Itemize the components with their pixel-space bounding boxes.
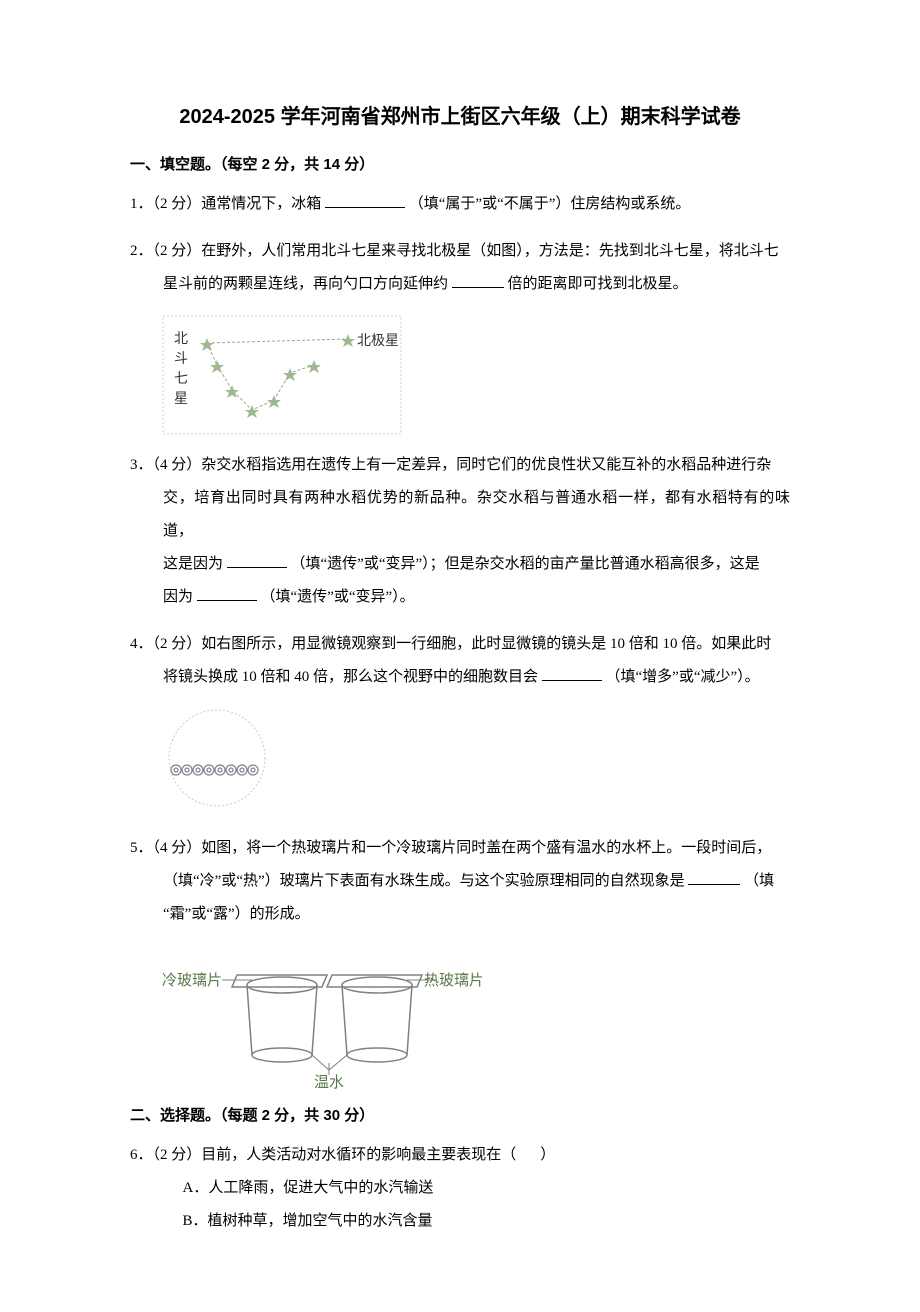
q5-text-d: “霜”或“露”）的形成。	[163, 906, 310, 922]
q3-text-f: （填“遗传”或“变异”）。	[261, 589, 415, 605]
blank	[452, 273, 504, 288]
svg-text:冷玻璃片: 冷玻璃片	[162, 972, 222, 989]
q6-end: ）	[540, 1147, 555, 1163]
question-3: 3．（4 分）杂交水稻指选用在遗传上有一定差异，同时它们的优良性状又能互补的水稻…	[130, 449, 790, 614]
option-a: A．人工降雨，促进大气中的水汽输送	[130, 1172, 790, 1205]
blank	[542, 666, 602, 681]
svg-text:热玻璃片: 热玻璃片	[424, 972, 482, 989]
question-6: 6．（2 分）目前，人类活动对水循环的影响最主要表现在（ ） A．人工降雨，促进…	[130, 1139, 790, 1238]
q2-text-a: 2．（2 分）在野外，人们常用北斗七星来寻找北极星（如图），方法是：先找到北斗七…	[130, 243, 779, 259]
blank	[197, 586, 257, 601]
svg-text:北: 北	[174, 331, 188, 347]
q5-text-b: （填“冷”或“热”）玻璃片下表面有水珠生成。与这个实验原理相同的自然现象是	[163, 873, 685, 889]
q4-text-c: （填“增多”或“减少”）。	[606, 669, 760, 685]
svg-text:温水: 温水	[314, 1074, 344, 1090]
question-4: 4．（2 分）如右图所示，用显微镜观察到一行细胞，此时显微镜的镜头是 10 倍和…	[130, 628, 790, 694]
svg-text:七: 七	[174, 371, 188, 387]
q5-text-a: 5．（4 分）如图，将一个热玻璃片和一个冷玻璃片同时盖在两个盛有温水的水杯上。一…	[130, 840, 771, 856]
blank	[325, 193, 405, 208]
q3-text-a: 3．（4 分）杂交水稻指选用在遗传上有一定差异，同时它们的优良性状又能互补的水稻…	[130, 457, 771, 473]
q6-text: 6．（2 分）目前，人类活动对水循环的影响最主要表现在（	[130, 1147, 516, 1163]
q3-text-b: 交，培育出同时具有两种水稻优势的新品种。杂交水稻与普通水稻一样，都有水稻特有的味…	[163, 490, 790, 539]
q4-text-b: 将镜头换成 10 倍和 40 倍，那么这个视野中的细胞数目会	[163, 669, 538, 685]
answer-paren	[516, 1147, 540, 1163]
q1-text-a: 1．（2 分）通常情况下，冰箱	[130, 196, 321, 212]
section-2-heading: 二、选择题。（每题 2 分，共 30 分）	[130, 1104, 790, 1125]
svg-text:斗: 斗	[174, 352, 188, 367]
q4-text-a: 4．（2 分）如右图所示，用显微镜观察到一行细胞，此时显微镜的镜头是 10 倍和…	[130, 636, 771, 652]
option-b: B．植树种草，增加空气中的水汽含量	[130, 1205, 790, 1238]
q2-text-b: 星斗前的两颗星连线，再向勺口方向延伸约	[163, 276, 448, 292]
figure-microscope-cells	[162, 708, 790, 818]
q5-text-c: （填	[744, 873, 774, 889]
q2-text-c: 倍的距离即可找到北极星。	[508, 276, 688, 292]
blank	[688, 870, 740, 885]
q3-text-d: （填“遗传”或“变异”）；但是杂交水稻的亩产量比普通水稻高很多，这是	[291, 556, 760, 572]
svg-text:星: 星	[174, 392, 188, 407]
figure-big-dipper: 北 斗 七 星 北极星	[162, 315, 790, 435]
blank	[227, 553, 287, 568]
q3-text-e: 因为	[163, 589, 193, 605]
section-1-heading: 一、填空题。（每空 2 分，共 14 分）	[130, 153, 790, 174]
q1-text-b: （填“属于”或“不属于”）住房结构或系统。	[409, 196, 691, 212]
q3-text-c: 这是因为	[163, 556, 223, 572]
question-2: 2．（2 分）在野外，人们常用北斗七星来寻找北极星（如图），方法是：先找到北斗七…	[130, 235, 790, 301]
figure-glass-cups: 冷玻璃片 热玻璃片 温水	[162, 945, 790, 1090]
svg-text:北极星: 北极星	[357, 333, 399, 349]
question-1: 1．（2 分）通常情况下，冰箱 （填“属于”或“不属于”）住房结构或系统。	[130, 188, 790, 221]
question-5: 5．（4 分）如图，将一个热玻璃片和一个冷玻璃片同时盖在两个盛有温水的水杯上。一…	[130, 832, 790, 931]
exam-title: 2024-2025 学年河南省郑州市上街区六年级（上）期末科学试卷	[130, 100, 790, 129]
